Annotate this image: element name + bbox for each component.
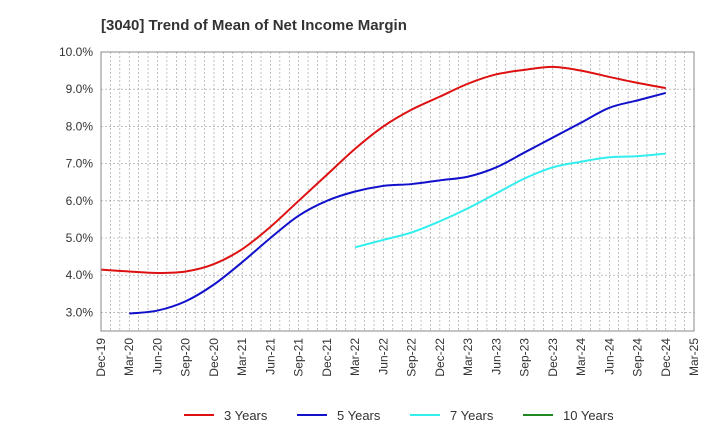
x-tick-label: Mar-24	[574, 338, 588, 376]
x-tick-label: Dec-24	[659, 338, 673, 377]
series-lines	[100, 65, 667, 315]
x-axis-ticks: Dec-19 Mar-20 Jun-20 Sep-20 Dec-20 Mar-21 Jun-…	[94, 338, 701, 377]
x-tick-label: Mar-20	[122, 338, 136, 376]
legend: 3 Years 5 Years 7 Years 10 Years	[184, 408, 614, 423]
x-tick-label: Sep-21	[292, 338, 306, 377]
x-tick-label: Sep-20	[179, 338, 193, 377]
legend-label: 10 Years	[563, 408, 614, 423]
series-line-7-years	[354, 152, 666, 249]
y-tick-label: 5.0%	[66, 231, 94, 245]
y-tick-label: 9.0%	[66, 82, 94, 96]
series-line-5-years	[129, 91, 667, 315]
plot-frame	[100, 51, 695, 332]
y-axis-ticks: 3.0% 4.0% 5.0% 6.0% 7.0% 8.0% 9.0% 10.0%	[59, 45, 93, 319]
legend-label: 7 Years	[450, 408, 494, 423]
x-tick-label: Mar-21	[235, 338, 249, 376]
x-tick-label: Jun-24	[602, 338, 616, 375]
x-tick-label: Sep-24	[631, 338, 645, 377]
x-tick-label: Jun-23	[489, 338, 503, 375]
x-tick-label: Mar-23	[461, 338, 475, 376]
grid	[101, 51, 694, 331]
y-tick-label: 8.0%	[66, 119, 94, 133]
legend-label: 5 Years	[337, 408, 381, 423]
y-tick-label: 3.0%	[66, 305, 94, 319]
x-tick-label: Sep-23	[518, 338, 532, 377]
x-tick-label: Sep-22	[405, 338, 419, 377]
x-tick-label: Jun-21	[263, 338, 277, 375]
x-tick-label: Mar-25	[687, 338, 701, 376]
x-tick-label: Jun-22	[376, 338, 390, 375]
x-tick-label: Dec-23	[546, 338, 560, 377]
x-tick-label: Dec-20	[207, 338, 221, 377]
x-tick-label: Mar-22	[348, 338, 362, 376]
x-tick-label: Dec-19	[94, 338, 108, 377]
y-tick-label: 4.0%	[66, 268, 94, 282]
y-tick-label: 7.0%	[66, 157, 94, 171]
legend-label: 3 Years	[224, 408, 268, 423]
chart-title: [3040] Trend of Mean of Net Income Margi…	[101, 17, 407, 34]
y-tick-label: 10.0%	[59, 45, 93, 59]
x-tick-label: Dec-22	[433, 338, 447, 377]
series-line-3-years	[100, 65, 666, 274]
x-tick-label: Dec-21	[320, 338, 334, 377]
y-tick-label: 6.0%	[66, 194, 94, 208]
x-tick-label: Jun-20	[150, 338, 164, 375]
